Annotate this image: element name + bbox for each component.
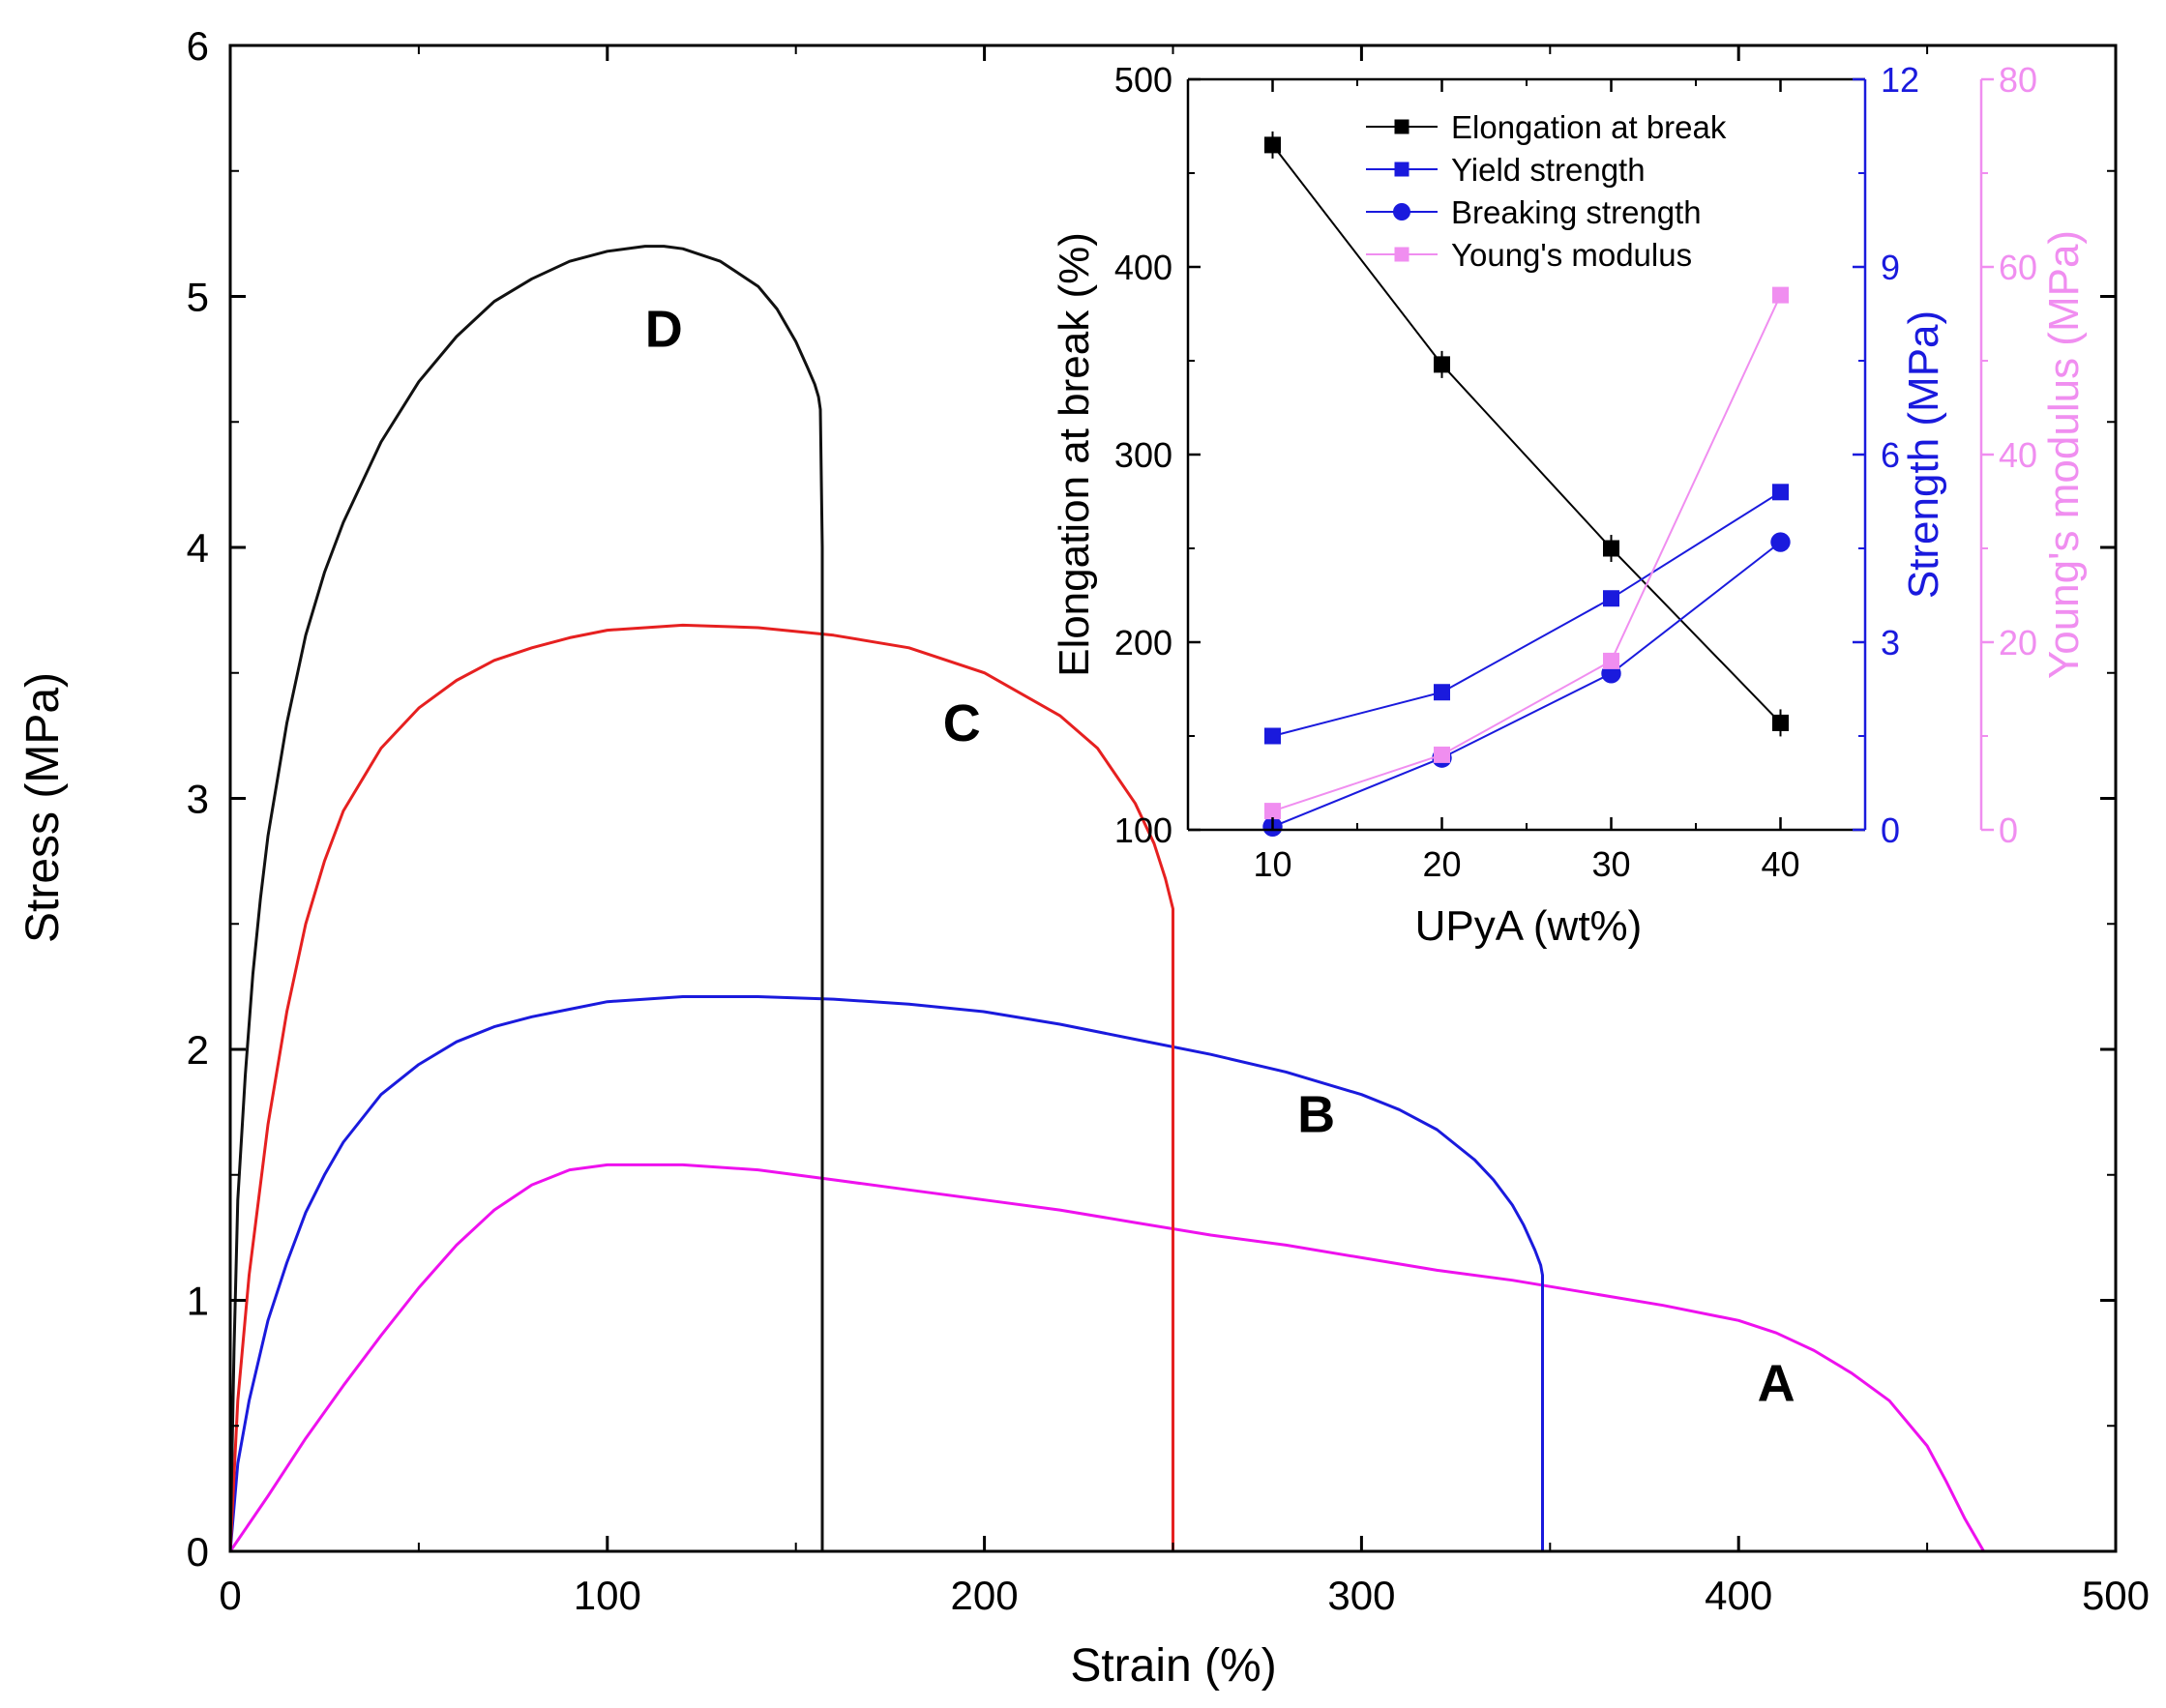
inset-left-axis-title: Elongation at break (%) [1051,232,1098,677]
inset-point-elongation-at-break [1603,540,1619,557]
x-tick-label: 400 [1705,1573,1772,1618]
inset-point-young-s-modulus [1434,746,1450,763]
inset-series [1262,131,1791,837]
x-tick-label: 100 [574,1573,641,1618]
main-axes [228,44,2118,1553]
inset-left-tick-label: 400 [1114,248,1172,287]
inset-modulus-axis-title: Young's modulus (MPa) [2040,230,2088,679]
inset-point-elongation-at-break [1394,119,1409,134]
legend-label: Young's modulus [1451,237,1692,273]
y-tick-label: 4 [187,525,209,571]
inset-point-yield-strength [1603,590,1619,607]
inset-line-elongation-at-break [1271,144,1782,724]
inset-x-tick-label: 30 [1591,844,1630,884]
y-tick-label: 1 [187,1279,209,1324]
x-tick-label: 0 [219,1573,241,1618]
inset-point-young-s-modulus [1394,247,1409,262]
inset-point-yield-strength [1434,684,1450,701]
inset-right1-tick-label: 12 [1881,60,1919,100]
curve-D [228,245,824,1552]
inset-point-young-s-modulus [1264,803,1281,820]
inset-left-tick-label: 100 [1114,810,1172,850]
x-tick-label: 300 [1327,1573,1395,1618]
curve-A [228,1163,1985,1552]
y-tick-label: 5 [187,275,209,320]
inset-point-young-s-modulus [1772,286,1789,304]
inset-point-young-s-modulus [1603,652,1619,669]
inset-right1-tick-label: 6 [1881,435,1900,475]
inset-left-tick-label: 500 [1114,60,1172,100]
curve-label-B: B [1297,1086,1335,1144]
curve-label-C: C [943,694,981,752]
main-stress-strain-curves [228,245,1985,1552]
inset-right1-tick-label: 9 [1881,248,1900,287]
inset-right2-tick-label: 80 [1999,60,2037,100]
curve-label-A: A [1758,1354,1795,1412]
x-axis-title: Strain (%) [1070,1640,1276,1692]
inset-point-yield-strength [1772,484,1789,501]
inset-line-breaking-strength [1272,541,1782,828]
inset-right2-tick-label: 60 [1999,248,2037,287]
x-tick-label: 200 [951,1573,1019,1618]
inset-right1-tick-label: 3 [1881,623,1900,663]
inset-right2-tick-label: 40 [1999,435,2037,475]
inset-line-yield-strength [1272,490,1782,737]
inset-right1-tick-label: 0 [1881,810,1900,850]
inset-right2-tick-label: 0 [1999,810,2018,850]
inset-left-tick-label: 200 [1114,623,1172,663]
inset-x-tick-label: 10 [1253,844,1291,884]
inset-point-breaking-strength [1770,532,1791,552]
legend-label: Breaking strength [1451,194,1702,230]
inset-point-yield-strength [1264,727,1281,745]
y-tick-label: 0 [187,1529,209,1575]
inset-legend: Elongation at break Yield strength Breakin… [1366,109,1727,273]
inset-x-tick-label: 40 [1761,844,1799,884]
curve-B [228,995,1544,1552]
inset-axes [1186,77,1994,832]
inset-x-axis-title: UPyA (wt%) [1415,902,1643,950]
inset-point-elongation-at-break [1434,356,1450,373]
legend-label: Yield strength [1451,152,1646,188]
inset-point-elongation-at-break [1264,136,1281,154]
inset-plot-area [1188,79,1865,830]
inset-point-yield-strength [1394,162,1409,177]
main-curve-labels: A B C D [645,300,1795,1412]
y-tick-label: 3 [187,777,209,822]
y-axis-title: Stress (MPa) [17,672,69,943]
x-tick-label: 500 [2082,1573,2150,1618]
y-tick-label: 6 [187,23,209,69]
inset-point-elongation-at-break [1772,714,1789,731]
curve-C [228,623,1174,1552]
inset-strength-axis-title: Strength (MPa) [1900,310,1947,599]
inset-point-breaking-strength [1393,203,1410,221]
inset-left-tick-label: 300 [1114,435,1172,475]
curve-label-D: D [645,300,683,358]
legend-label: Elongation at break [1451,109,1727,145]
inset-tick-labels: 10 20 30 40 100 200 300 400 500 0 3 6 9 12 0 20 40 60 80 [1114,60,2037,884]
inset-background [1188,79,1865,830]
inset-x-tick-label: 20 [1422,844,1461,884]
inset-line-young-s-modulus [1272,294,1782,812]
y-tick-label: 2 [187,1027,209,1073]
inset-right2-tick-label: 20 [1999,623,2037,663]
